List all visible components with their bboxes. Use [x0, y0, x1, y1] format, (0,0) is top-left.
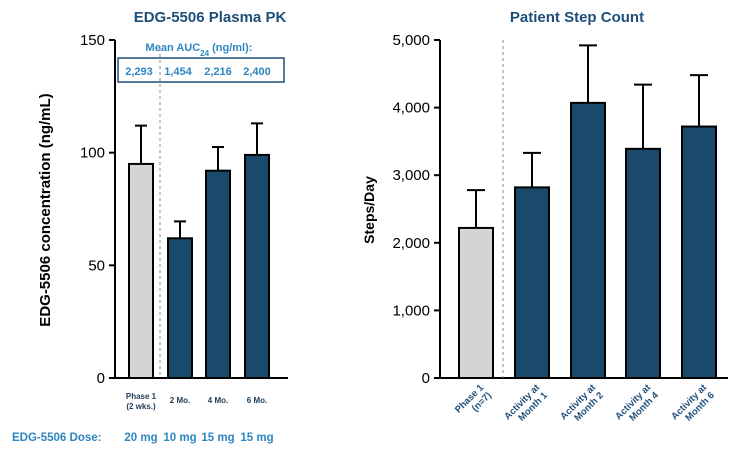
right-category-label: Activity atMonth 2 [558, 382, 606, 430]
auc-value: 2,293 [125, 66, 153, 78]
right-y-tick-label: 2,000 [392, 235, 430, 252]
dose-value: 10 mg [163, 432, 196, 444]
right-bar [681, 125, 717, 379]
left-chart-title: EDG-5506 Plasma PK [134, 9, 287, 26]
left-y-tick-label: 100 [80, 145, 105, 162]
left-y-tick-label: 50 [88, 257, 105, 274]
right-category-label: Activity atMonth 4 [613, 382, 661, 430]
left-category-label: 2 Mo. [170, 396, 190, 405]
left-bar [205, 169, 231, 379]
auc-box-frame [117, 57, 285, 83]
left-category-label: Phase 1 (2 wks.) [126, 392, 157, 411]
right-y-tick-label: 3,000 [392, 167, 430, 184]
right-y-tick-label: 4,000 [392, 100, 430, 117]
left-bar [167, 237, 193, 379]
right-category-label: Activity atMonth 1 [502, 382, 550, 430]
left-y-tick-label: 150 [80, 32, 105, 49]
right-chart-title: Patient Step Count [510, 9, 644, 26]
auc-value: 2,400 [243, 66, 271, 78]
right-category-label: Activity atMonth 6 [669, 382, 717, 430]
left-bar [128, 162, 154, 379]
right-y-tick-label: 5,000 [392, 32, 430, 49]
auc-box-title: Mean AUC24 (ng/ml): [146, 42, 253, 58]
auc-value: 2,216 [204, 66, 232, 78]
dose-label: EDG-5506 Dose: [12, 432, 101, 444]
right-bar [570, 101, 606, 379]
right-bar [458, 226, 494, 379]
left-bar [244, 153, 270, 379]
left-y-tick-label: 0 [97, 370, 105, 387]
right-y-axis-label: Steps/Day [361, 176, 377, 244]
left-y-axis-label: EDG-5506 concentration (ng/mL) [37, 93, 54, 326]
dose-value: 20 mg [124, 432, 157, 444]
right-bar [514, 186, 550, 379]
right-category-label: Phase 1(n=7) [453, 382, 494, 423]
dose-value: 15 mg [240, 432, 273, 444]
right-bar [625, 147, 661, 379]
auc-box: Mean AUC24 (ng/ml): 2,293 1,454 2,216 2,400 [117, 42, 285, 83]
right-y-tick-label: 0 [422, 370, 430, 387]
left-category-label: 6 Mo. [247, 396, 267, 405]
auc-value: 1,454 [164, 66, 192, 78]
right-y-tick-label: 1,000 [392, 302, 430, 319]
left-category-label: 4 Mo. [208, 396, 228, 405]
dose-value: 15 mg [201, 432, 234, 444]
left-chart-plot: 0 50 100 150 Phase 1 (2 wks.) 20 mg 2 Mo. 10 mg 4… [80, 32, 288, 444]
